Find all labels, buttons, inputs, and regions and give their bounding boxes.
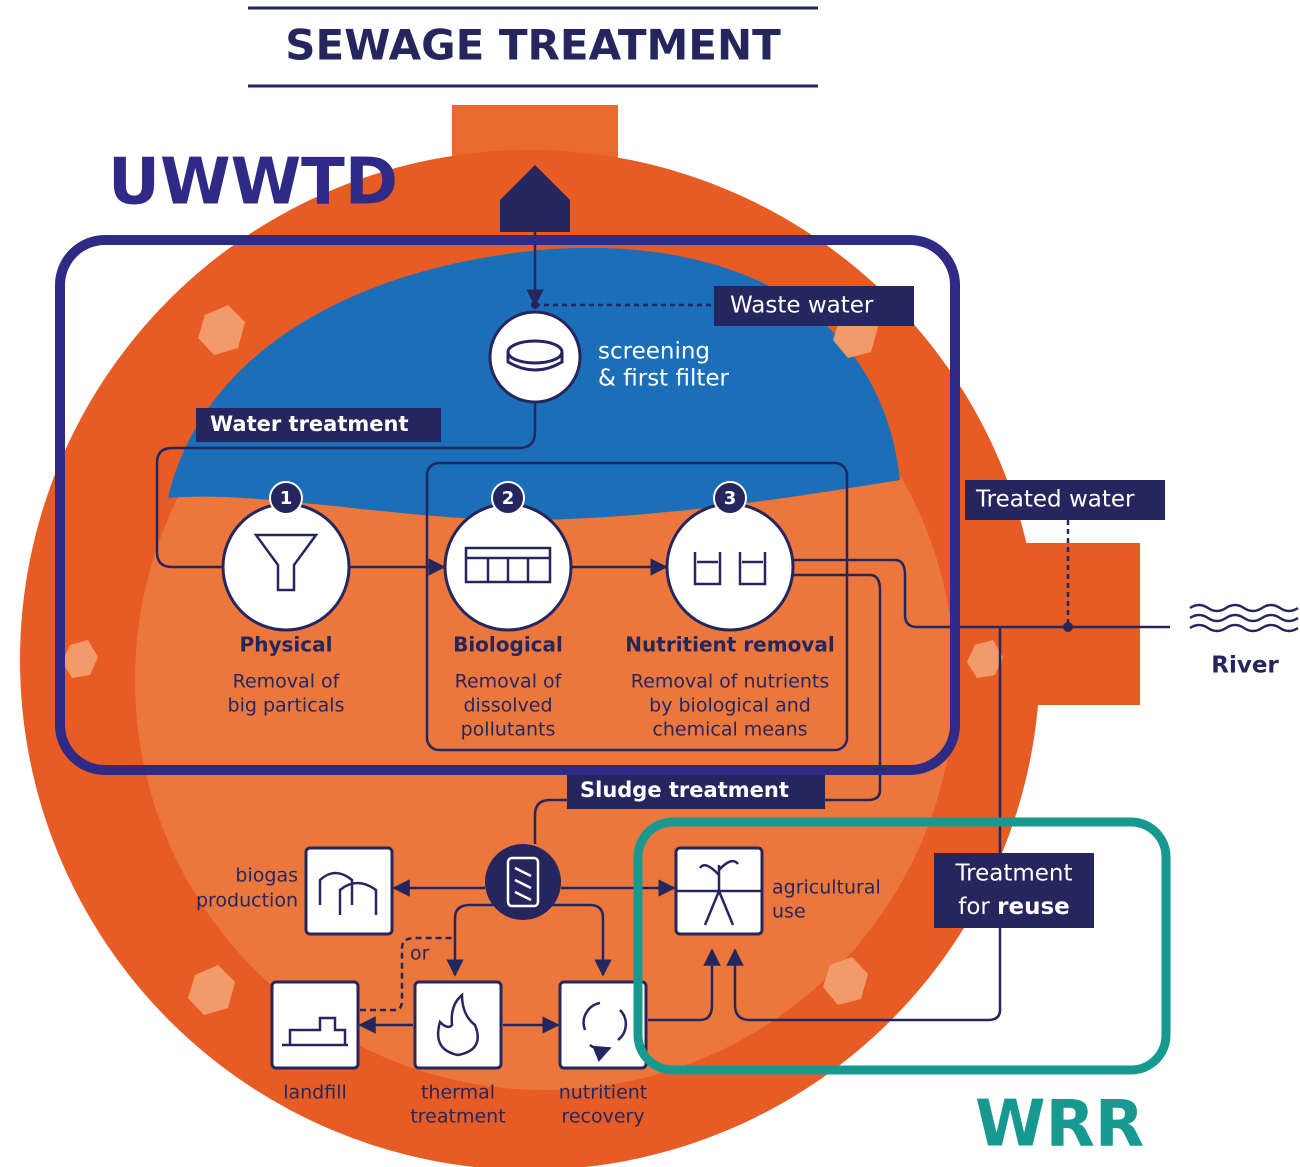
step-desc: Removal of <box>233 671 341 693</box>
tag-part: for <box>958 894 990 920</box>
sludge-label: thermal <box>421 1082 495 1104</box>
diagram: SEWAGE TREATMENT River screening & first… <box>0 0 1300 1167</box>
step-icon <box>223 504 349 630</box>
shape <box>531 301 539 309</box>
step-name: Nutritient removal <box>625 633 834 657</box>
tag: Treatment <box>954 861 1072 887</box>
tag: Sludge treatment <box>580 778 789 802</box>
river-waves <box>1190 605 1298 631</box>
nutrient-icon <box>560 982 646 1068</box>
sludge-label: biogas <box>235 865 298 887</box>
shape <box>1190 605 1298 611</box>
step-icon <box>667 504 793 630</box>
shape <box>508 341 562 363</box>
uwwtd-label: UWWTD <box>108 146 398 220</box>
shape <box>1063 622 1073 632</box>
tag: Waste water <box>730 293 874 319</box>
tag: Water treatment <box>210 412 409 436</box>
sludge-label: agricultural <box>772 877 881 899</box>
step-desc: by biological and <box>649 695 811 717</box>
sludge-label: landfill <box>283 1082 347 1104</box>
or-label: or <box>410 943 430 965</box>
sludge-label: use <box>772 901 806 923</box>
step-desc: big particals <box>228 695 345 717</box>
step-desc: Removal of nutrients <box>631 671 829 693</box>
step-number: 1 <box>280 488 293 509</box>
sludge-label: production <box>196 890 298 912</box>
step-number: 2 <box>502 488 515 509</box>
step-desc: Removal of <box>455 671 563 693</box>
sludge-center <box>485 844 561 920</box>
step-desc: dissolved <box>463 695 552 717</box>
step-desc: pollutants <box>461 719 556 741</box>
step-name: Physical <box>240 633 333 657</box>
landfill-icon <box>272 982 358 1068</box>
sludge-label: nutritient <box>559 1082 648 1104</box>
screening-line: screening <box>598 339 710 365</box>
tag: Treated water <box>975 487 1135 513</box>
shape <box>1190 625 1298 631</box>
sludge-label: treatment <box>410 1106 505 1128</box>
title: SEWAGE TREATMENT <box>285 21 781 70</box>
step-desc: chemical means <box>652 719 807 741</box>
step-number: 3 <box>724 488 737 509</box>
tag: for reuse <box>958 894 1070 920</box>
sludge-label: recovery <box>561 1106 644 1128</box>
shape <box>1190 615 1298 621</box>
step-name: Biological <box>453 633 563 657</box>
tag-part: reuse <box>997 894 1070 920</box>
river-label: River <box>1211 653 1279 679</box>
screening-line: & first filter <box>598 366 730 392</box>
wrr-label: WRR <box>975 1088 1144 1162</box>
